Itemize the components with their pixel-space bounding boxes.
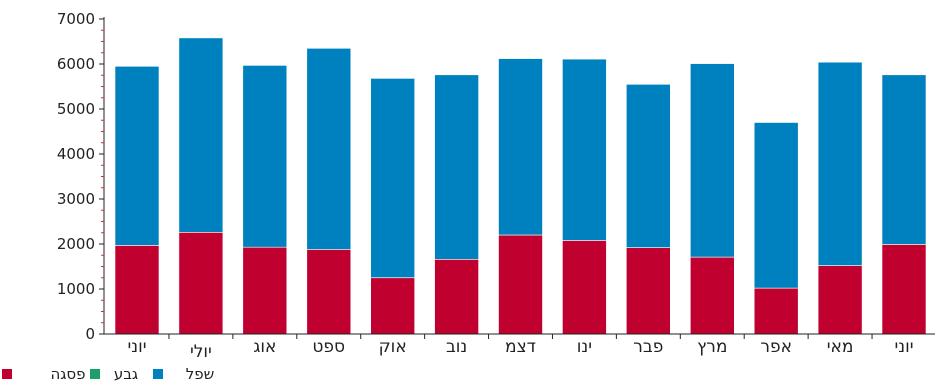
x-tick-label: אוק (379, 337, 407, 357)
x-tick-label: דצמ (505, 337, 536, 357)
x-tick-label: נוב (446, 337, 467, 357)
legend: פסגה גבע שפל (2, 365, 214, 383)
x-tick-label: יוני (894, 337, 913, 357)
legend-label-mid[interactable]: גבע (114, 365, 138, 383)
bar-peak-10[interactable]: פסגה: 1020 (753, 287, 799, 335)
bar-peak-11[interactable]: פסגה: 1520 (817, 265, 863, 335)
bar-peak-1[interactable]: פסגה: 2260 (178, 232, 224, 335)
legend-swatch-peak (2, 369, 12, 379)
bar-low-3[interactable]: שפל: 4470 (306, 47, 352, 250)
bar-low-5[interactable]: שפל: 4100 (434, 74, 479, 260)
bar-low-10[interactable]: שפל: 3680 (753, 122, 799, 289)
bar-low-6[interactable]: שפל: 3920 (498, 58, 543, 236)
y-axis: 0 1000 2000 3000 4000 5000 6000 7000 (57, 10, 105, 343)
y-tick-label: 0 (85, 325, 95, 343)
bar-low-1[interactable]: שפל: 4320 (178, 37, 224, 233)
bar-peak-7[interactable]: פסגה: 2080 (562, 240, 607, 335)
y-tick-label: 4000 (57, 145, 95, 163)
bar-low-9[interactable]: שפל: 4300 (689, 63, 735, 258)
legend-swatch-low (153, 369, 163, 379)
bar-low-2[interactable]: שפל: 4040 (242, 65, 288, 248)
bar-low-4[interactable]: שפל: 4430 (370, 78, 416, 279)
bars-group: פסגה: 1970שפל: 3980 פסגה: 2260שפל: 4320 פס… (114, 37, 927, 335)
bar-peak-6[interactable]: פסגה: 2200 (498, 234, 543, 335)
y-tick-label: 6000 (57, 55, 95, 73)
bar-peak-9[interactable]: פסגה: 1710 (689, 256, 735, 335)
bar-peak-5[interactable]: פסגה: 1660 (434, 258, 479, 335)
legend-label-peak[interactable]: פסגה (50, 365, 85, 383)
y-tick-label: 1000 (57, 280, 95, 298)
bar-peak-12[interactable]: פסגה: 1990 (881, 244, 927, 335)
x-tick-label: אוג (253, 337, 276, 357)
legend-swatch-mid (90, 369, 100, 379)
x-tick-label: ינו (577, 337, 592, 357)
bar-peak-3[interactable]: פסגה: 1880 (306, 249, 352, 335)
x-tick-label: פבר (633, 337, 663, 357)
y-tick-label: 5000 (57, 100, 95, 118)
x-tick-label: יוני (127, 337, 146, 357)
y-tick-label: 2000 (57, 235, 95, 253)
y-tick-label: 3000 (57, 190, 95, 208)
bar-peak-0[interactable]: פסגה: 1970 (114, 245, 160, 335)
x-tick-label: ספט (312, 337, 345, 357)
bar-low-0[interactable]: שפל: 3980 (114, 66, 160, 246)
bar-low-7[interactable]: שפל: 4030 (562, 58, 607, 241)
bar-low-8[interactable]: שפל: 3630 (625, 84, 671, 248)
legend-label-low[interactable]: שפל (186, 365, 215, 383)
bar-peak-8[interactable]: פסגה: 1920 (625, 247, 671, 335)
bar-low-11[interactable]: שפל: 4520 (817, 61, 863, 266)
bar-peak-4[interactable]: פסגה: 1250 (370, 277, 416, 335)
x-tick-label: מרץ (697, 337, 727, 357)
bar-peak-2[interactable]: פסגה: 1930 (242, 246, 288, 335)
bar-low-12[interactable]: שפל: 3770 (881, 74, 927, 245)
x-tick-label: מאי (827, 337, 854, 357)
x-tick-label: אפר (760, 337, 792, 357)
x-axis: יוני יולי אוג ספט אוק נוב דצמ ינו פבר מרץ אפר מאי יו… (104, 333, 935, 362)
x-tick-label: יולי (190, 342, 212, 362)
y-tick-label: 7000 (57, 10, 95, 28)
